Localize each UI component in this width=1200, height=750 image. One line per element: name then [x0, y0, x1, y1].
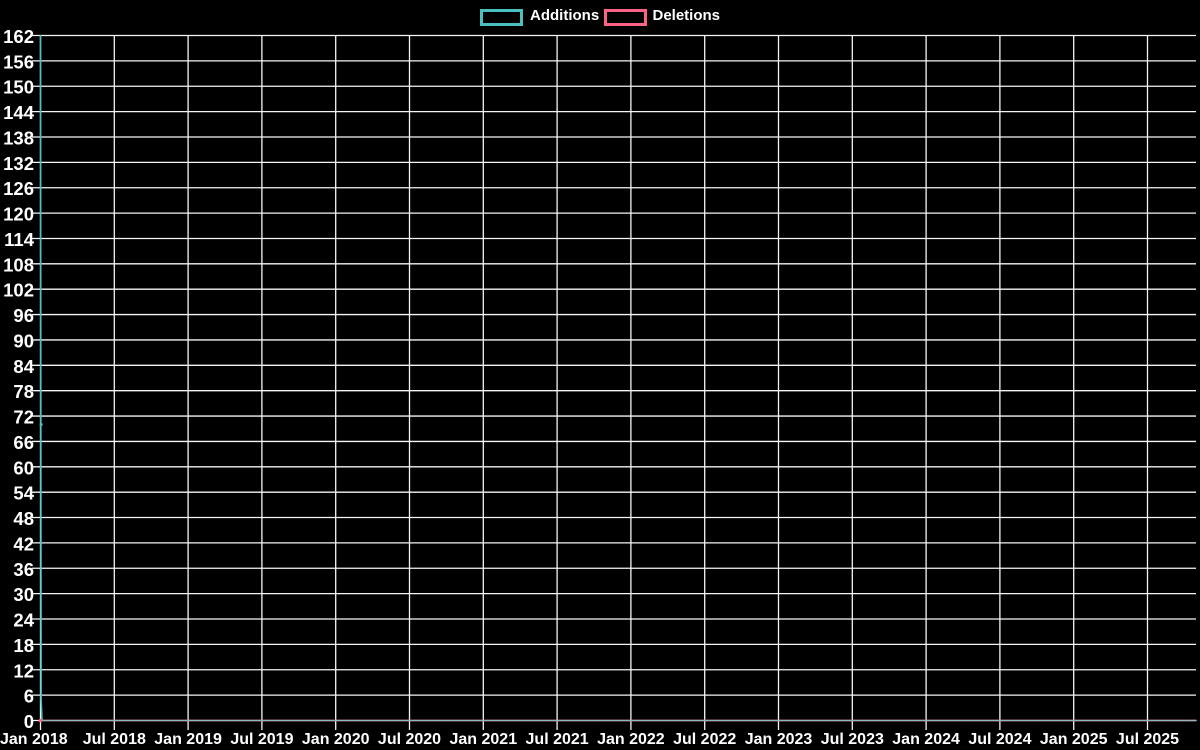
svg-text:144: 144	[3, 102, 35, 123]
svg-text:108: 108	[3, 254, 34, 275]
svg-text:150: 150	[3, 77, 34, 98]
svg-text:102: 102	[3, 280, 34, 301]
svg-text:72: 72	[13, 407, 34, 428]
svg-text:114: 114	[4, 229, 35, 250]
svg-text:30: 30	[13, 584, 34, 605]
svg-text:138: 138	[3, 127, 34, 148]
svg-text:18: 18	[13, 635, 34, 656]
svg-text:Jul 2021: Jul 2021	[526, 731, 589, 748]
svg-text:96: 96	[13, 305, 34, 326]
svg-text:12: 12	[13, 660, 34, 681]
svg-text:Jan 2020: Jan 2020	[302, 731, 370, 748]
svg-text:54: 54	[13, 483, 34, 504]
svg-text:Jan 2021: Jan 2021	[449, 731, 517, 748]
svg-text:Jan 2018: Jan 2018	[0, 731, 68, 748]
svg-text:Jul 2020: Jul 2020	[378, 731, 441, 748]
svg-text:84: 84	[13, 356, 34, 377]
svg-text:Jul 2023: Jul 2023	[821, 731, 884, 748]
svg-text:78: 78	[13, 381, 34, 402]
svg-text:Jan 2022: Jan 2022	[597, 731, 665, 748]
svg-text:Jan 2025: Jan 2025	[1040, 731, 1108, 748]
svg-text:42: 42	[13, 533, 34, 554]
svg-text:Jan 2023: Jan 2023	[745, 731, 813, 748]
svg-text:60: 60	[13, 457, 34, 478]
svg-text:90: 90	[13, 330, 34, 351]
svg-text:Jul 2018: Jul 2018	[83, 731, 146, 748]
svg-text:6: 6	[24, 686, 34, 707]
svg-text:120: 120	[3, 204, 34, 225]
svg-text:156: 156	[3, 51, 34, 72]
svg-text:36: 36	[13, 559, 34, 580]
svg-text:Jan 2024: Jan 2024	[892, 731, 960, 748]
svg-text:66: 66	[13, 432, 34, 453]
svg-text:Jul 2024: Jul 2024	[968, 731, 1031, 748]
svg-text:132: 132	[3, 153, 34, 174]
svg-text:Jan 2019: Jan 2019	[154, 731, 222, 748]
svg-text:24: 24	[13, 610, 34, 631]
svg-text:126: 126	[3, 178, 34, 199]
svg-text:Jul 2022: Jul 2022	[673, 731, 736, 748]
svg-text:48: 48	[13, 508, 34, 529]
svg-text:Jul 2019: Jul 2019	[230, 731, 293, 748]
svg-text:0: 0	[24, 711, 34, 732]
svg-text:Jul 2025: Jul 2025	[1116, 731, 1179, 748]
